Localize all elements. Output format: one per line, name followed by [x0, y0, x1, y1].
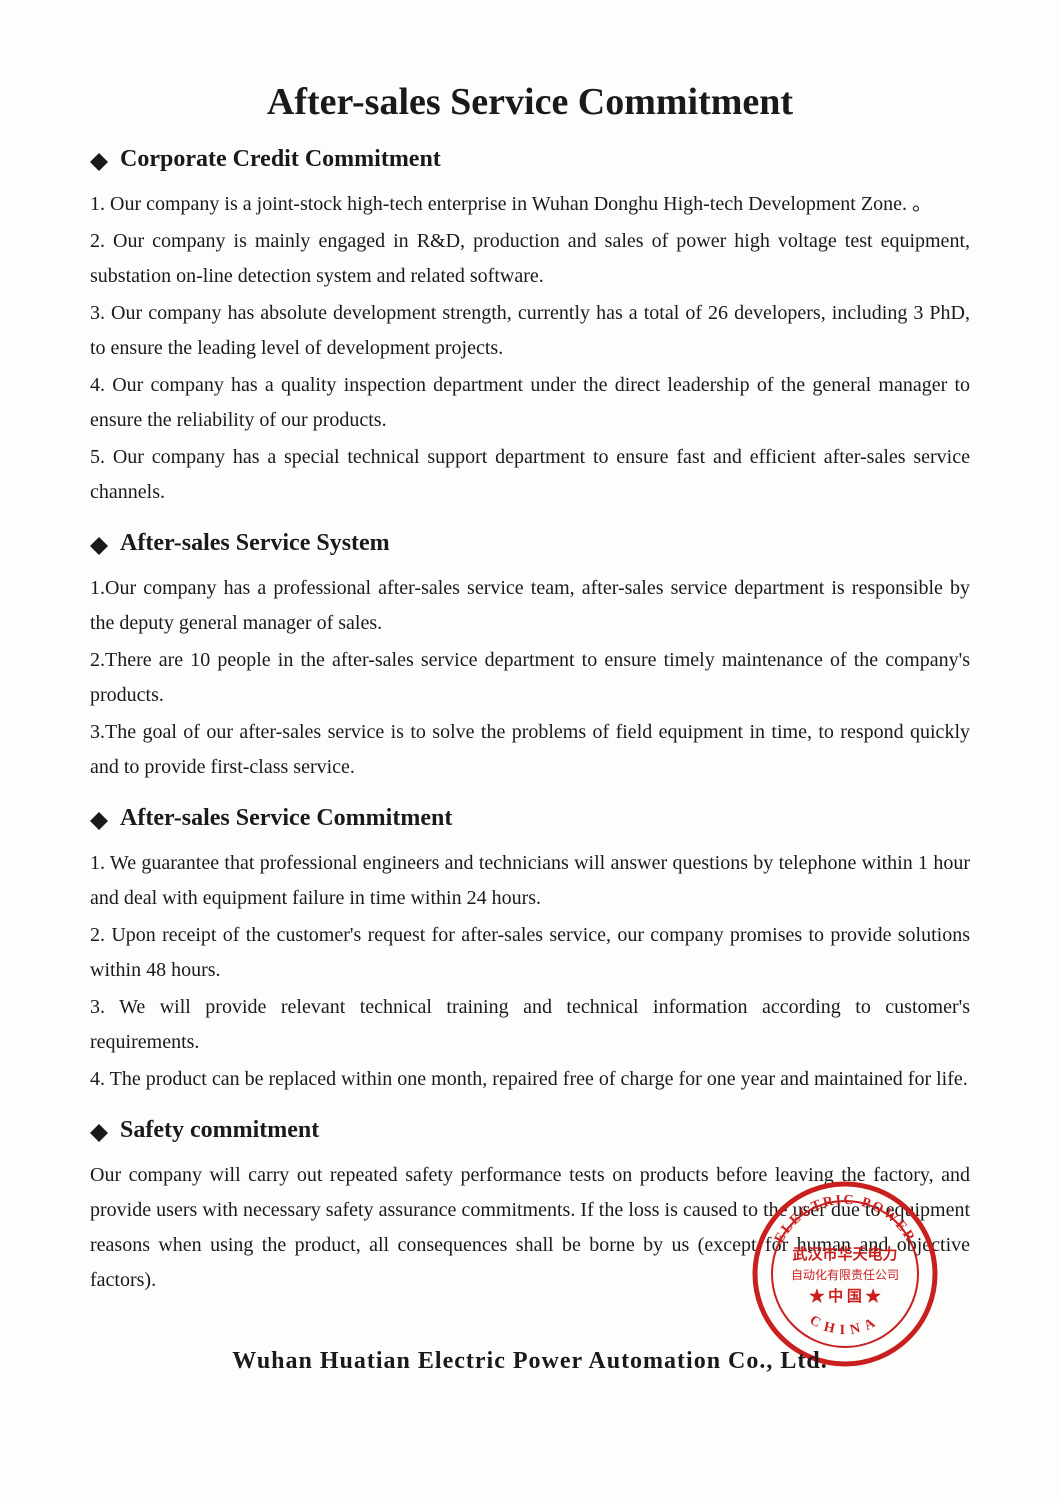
diamond-icon — [90, 810, 108, 828]
paragraph: 5. Our company has a special technical s… — [90, 440, 970, 510]
section-heading-text: After-sales Service System — [120, 530, 390, 557]
section-heading-service-commitment: After-sales Service Commitment — [90, 805, 970, 832]
section-heading-text: Safety commitment — [120, 1117, 319, 1144]
paragraph: 2. Our company is mainly engaged in R&D,… — [90, 224, 970, 294]
section-heading-corporate-credit: Corporate Credit Commitment — [90, 146, 970, 173]
svg-text:CHINA: CHINA — [807, 1313, 883, 1338]
paragraph: 3.The goal of our after-sales service is… — [90, 715, 970, 785]
section-heading-service-system: After-sales Service System — [90, 530, 970, 557]
company-stamp-icon: ELECTRIC POWER CHINA 武汉市华天电力 自动化有限责任公司 ★… — [750, 1179, 940, 1369]
paragraph: 1.Our company has a professional after-s… — [90, 571, 970, 641]
company-name: Wuhan Huatian Electric Power Automation … — [90, 1348, 970, 1375]
diamond-icon — [90, 1122, 108, 1140]
paragraph: 3. Our company has absolute development … — [90, 296, 970, 366]
section-heading-safety: Safety commitment — [90, 1117, 970, 1144]
diamond-icon — [90, 535, 108, 553]
svg-text:自动化有限责任公司: 自动化有限责任公司 — [791, 1268, 899, 1282]
paragraph: 1. We guarantee that professional engine… — [90, 846, 970, 916]
svg-text:★ 中 国 ★: ★ 中 国 ★ — [809, 1287, 880, 1305]
paragraph: 4. The product can be replaced within on… — [90, 1062, 970, 1097]
document-title: After-sales Service Commitment — [90, 80, 970, 124]
paragraph: 4. Our company has a quality inspection … — [90, 368, 970, 438]
paragraph: 3. We will provide relevant technical tr… — [90, 990, 970, 1060]
paragraph: 2.There are 10 people in the after-sales… — [90, 643, 970, 713]
section-heading-text: After-sales Service Commitment — [120, 805, 452, 832]
section-heading-text: Corporate Credit Commitment — [120, 146, 441, 173]
paragraph: 2. Upon receipt of the customer's reques… — [90, 918, 970, 988]
diamond-icon — [90, 151, 108, 169]
paragraph: 1. Our company is a joint-stock high-tec… — [90, 187, 970, 222]
svg-text:武汉市华天电力: 武汉市华天电力 — [792, 1245, 897, 1263]
